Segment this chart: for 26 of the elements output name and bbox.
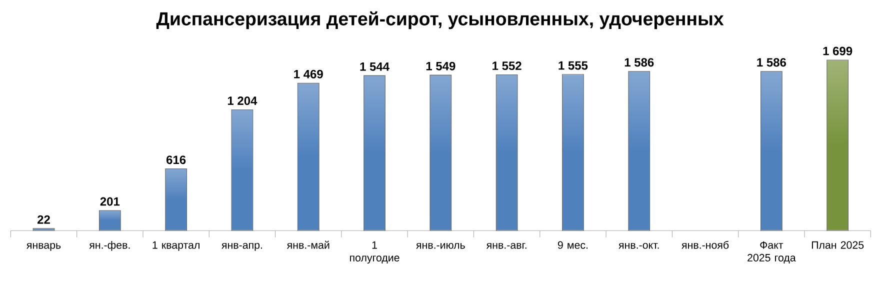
data-label: 1 549 [426,62,456,70]
x-tick-label: 1 квартал [152,241,200,251]
x-tick-label: янв-апр. [222,242,262,251]
data-label: 1 586 [624,58,654,67]
x-tick-label: 9 мес. [558,241,588,249]
data-label: 201 [100,197,120,206]
x-tick-label: 1 полугодие [350,241,400,264]
x-tick-label: январь [26,242,61,251]
x-tick-label: янв.-окт. [618,242,659,249]
data-label: 616 [166,156,186,164]
data-label: 1 552 [492,62,522,70]
data-label: 1 555 [558,61,588,70]
x-tick-label: янв.-май [286,240,330,249]
x-tick-label: янв.-нояб [682,240,729,249]
x-tick-label: янв.-авг. [486,242,526,249]
data-label: 1 699 [823,46,852,56]
data-label: 22 [38,215,50,224]
x-tick-label: Факт 2025 года [748,241,796,264]
data-label: 1 469 [294,70,323,78]
data-label: 1 204 [228,96,258,106]
data-label: 1 544 [360,62,390,71]
chart-title: Диспансеризация детей-сирот, усыновленных, удочеренных [156,11,724,30]
x-tick-label: янв.-июль [416,242,465,249]
data-label: 1 586 [757,58,786,67]
x-tick-label: План 2025 [812,241,864,249]
x-tick-label: ян.-фев. [89,240,130,251]
